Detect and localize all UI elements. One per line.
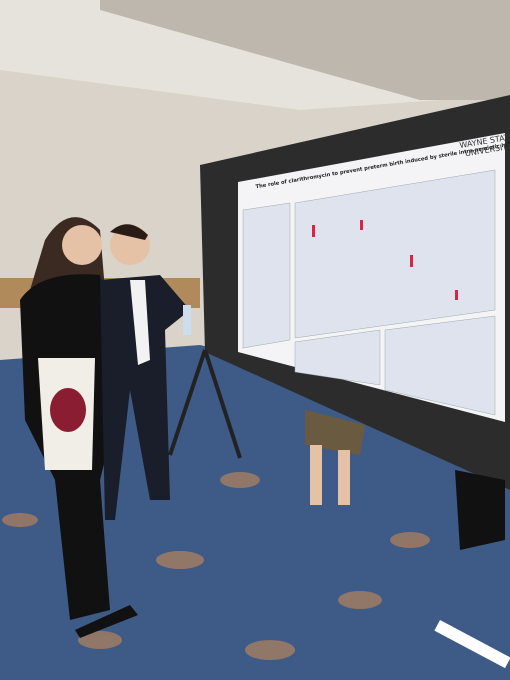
easel-leg <box>203 349 242 459</box>
poster-panels <box>242 169 496 416</box>
ceiling-panels <box>100 0 510 100</box>
easel-leg <box>168 349 207 456</box>
people-behind <box>305 410 505 550</box>
poster-tube <box>434 619 510 669</box>
person-middle <box>100 224 191 520</box>
poster-figures <box>312 220 458 300</box>
water-bottle <box>183 305 191 335</box>
person-left <box>20 217 138 638</box>
